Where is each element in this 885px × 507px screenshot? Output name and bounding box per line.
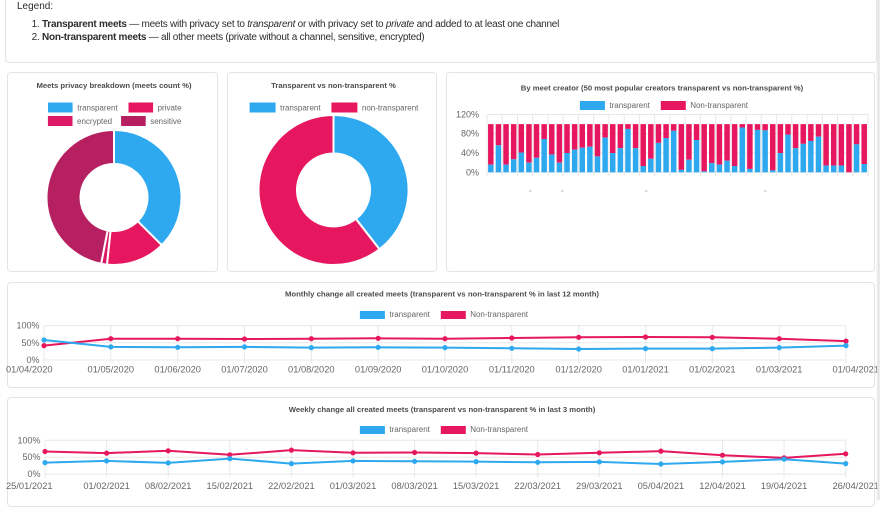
svg-text:Transparent vs non-transparent: Transparent vs non-transparent % — [271, 81, 396, 90]
svg-text:0%: 0% — [27, 469, 40, 479]
svg-text:Monthly change all created mee: Monthly change all created meets (transp… — [285, 290, 599, 299]
svg-text:12/04/2021: 12/04/2021 — [699, 481, 746, 491]
svg-text:By meet creator (50 most popul: By meet creator (50 most popular creator… — [521, 84, 804, 93]
svg-text:01/09/2020: 01/09/2020 — [355, 365, 402, 375]
svg-text:50%: 50% — [21, 338, 39, 348]
svg-text:05/04/2021: 05/04/2021 — [638, 481, 685, 491]
svg-text:transparent: transparent — [609, 101, 650, 110]
svg-text:29/03/2021: 29/03/2021 — [576, 481, 623, 491]
svg-text:transparent: transparent — [389, 310, 430, 319]
svg-text:01/07/2020: 01/07/2020 — [221, 365, 268, 375]
svg-text:transparent: transparent — [280, 104, 321, 113]
svg-text:transparent: transparent — [77, 104, 118, 113]
svg-text:100%: 100% — [17, 435, 40, 445]
svg-text:50%: 50% — [22, 452, 40, 462]
svg-text:120%: 120% — [456, 110, 479, 120]
svg-text:01/10/2020: 01/10/2020 — [422, 365, 469, 375]
svg-text:01/05/2020: 01/05/2020 — [88, 365, 135, 375]
svg-text:01/03/2021: 01/03/2021 — [756, 365, 803, 375]
svg-text:08/03/2021: 08/03/2021 — [391, 481, 438, 491]
svg-text:25/01/2021: 25/01/2021 — [6, 481, 53, 491]
svg-text:01/12/2020: 01/12/2020 — [555, 365, 602, 375]
svg-text:Non-transparent: Non-transparent — [470, 425, 529, 434]
svg-text:non-transparent: non-transparent — [362, 104, 419, 113]
svg-text:Weekly change all created meet: Weekly change all created meets (transpa… — [289, 405, 596, 414]
svg-text:01/06/2020: 01/06/2020 — [154, 365, 201, 375]
svg-text:Non-transparent: Non-transparent — [470, 310, 529, 319]
svg-text:sensitive: sensitive — [150, 117, 182, 126]
svg-text:01/03/2021: 01/03/2021 — [330, 481, 377, 491]
svg-text:private: private — [158, 104, 183, 113]
svg-text:100%: 100% — [16, 321, 39, 331]
svg-text:transparent: transparent — [389, 425, 430, 434]
svg-text:Meets privacy breakdown (meets: Meets privacy breakdown (meets count %) — [36, 81, 192, 90]
svg-text:01/01/2021: 01/01/2021 — [622, 365, 669, 375]
svg-text:0%: 0% — [466, 167, 479, 177]
svg-text:19/04/2021: 19/04/2021 — [761, 481, 808, 491]
svg-text:22/03/2021: 22/03/2021 — [514, 481, 561, 491]
svg-text:80%: 80% — [461, 129, 479, 139]
svg-text:01/02/2021: 01/02/2021 — [83, 481, 130, 491]
svg-text:26/04/2021: 26/04/2021 — [832, 481, 879, 491]
svg-text:0%: 0% — [26, 355, 39, 365]
svg-text:01/04/2020: 01/04/2020 — [6, 365, 53, 375]
svg-text:01/02/2021: 01/02/2021 — [689, 365, 736, 375]
svg-text:22/02/2021: 22/02/2021 — [268, 481, 315, 491]
svg-text:01/04/2021: 01/04/2021 — [832, 365, 879, 375]
svg-text:Non-transparent: Non-transparent — [690, 101, 749, 110]
svg-text:15/03/2021: 15/03/2021 — [453, 481, 500, 491]
svg-text:08/02/2021: 08/02/2021 — [145, 481, 192, 491]
svg-text:40%: 40% — [461, 148, 479, 158]
svg-text:15/02/2021: 15/02/2021 — [207, 481, 254, 491]
svg-text:encrypted: encrypted — [77, 117, 112, 126]
svg-text:01/11/2020: 01/11/2020 — [489, 365, 535, 375]
svg-text:01/08/2020: 01/08/2020 — [288, 365, 335, 375]
